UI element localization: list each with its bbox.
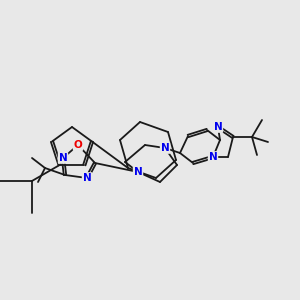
- Text: O: O: [74, 140, 82, 150]
- Text: N: N: [58, 153, 68, 163]
- Text: N: N: [208, 152, 217, 162]
- Text: N: N: [82, 173, 91, 183]
- Text: N: N: [134, 167, 142, 177]
- Text: N: N: [160, 143, 169, 153]
- Text: N: N: [214, 122, 222, 132]
